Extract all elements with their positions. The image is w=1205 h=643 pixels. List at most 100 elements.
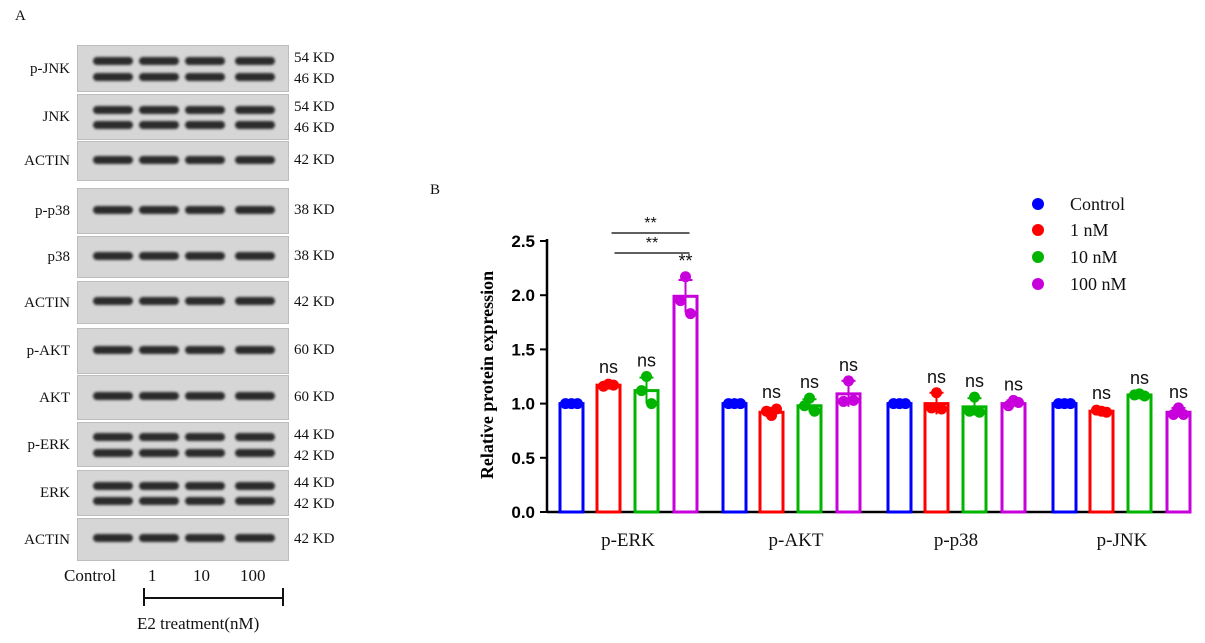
- data-point: [936, 403, 947, 415]
- data-point: [761, 405, 772, 417]
- data-point: [843, 375, 854, 387]
- blot-image: [77, 470, 289, 516]
- legend-marker-icon: [1032, 224, 1044, 236]
- significance-label: ns: [762, 382, 781, 402]
- blot-band: [93, 433, 133, 442]
- blot-band: [93, 205, 133, 214]
- bar: [758, 410, 785, 514]
- data-point: [1065, 398, 1076, 410]
- blot-band: [235, 481, 275, 490]
- bar: [1165, 410, 1192, 514]
- blot-band: [235, 392, 275, 401]
- blot-label: AKT: [39, 389, 70, 406]
- blot-band: [139, 251, 179, 260]
- data-point: [1129, 389, 1140, 401]
- data-point: [848, 394, 859, 406]
- blot-label: p-p38: [35, 203, 70, 219]
- blot-label: JNK: [42, 109, 70, 125]
- blot-band: [235, 297, 275, 306]
- blot-band: [93, 448, 133, 457]
- legend-marker-icon: [1032, 251, 1044, 263]
- blot-image: [77, 141, 289, 181]
- legend-label: 1 nM: [1070, 219, 1109, 240]
- y-tick-label: 1.5: [511, 340, 535, 359]
- blot-label: p-JNK: [30, 60, 70, 77]
- bar: [835, 392, 862, 514]
- blot-band: [235, 433, 275, 442]
- panel-a-letter: A: [15, 8, 26, 24]
- molecular-weight-label: 42 KD: [294, 495, 335, 512]
- bar: [633, 389, 660, 514]
- blot-band: [235, 251, 275, 260]
- blot-band: [139, 345, 179, 354]
- legend-label: Control: [1070, 193, 1126, 214]
- blot-label: ACTIN: [24, 531, 70, 548]
- blot-image: [77, 328, 289, 374]
- blot-label: p38: [47, 249, 71, 265]
- molecular-weight-label: 60 KD: [294, 388, 335, 405]
- blot-band: [235, 534, 275, 543]
- blot-label: ACTIN: [24, 153, 70, 169]
- data-point: [680, 271, 691, 283]
- bar: [595, 383, 622, 514]
- legend-marker-icon: [1032, 278, 1044, 290]
- blot-band: [139, 156, 179, 164]
- y-tick-label: 2.0: [511, 286, 535, 305]
- bar: [961, 405, 988, 514]
- bar: [672, 294, 699, 514]
- x-tick-label: p-ERK: [601, 530, 655, 551]
- blot-band: [93, 497, 133, 506]
- blot-band: [185, 156, 225, 164]
- blot-image: [77, 281, 289, 324]
- lane-label-1nm: 1: [148, 566, 157, 585]
- blot-band: [185, 121, 225, 130]
- blot-band: [185, 73, 225, 82]
- legend-item-100nm: 100 nM: [1032, 273, 1127, 295]
- data-point: [685, 308, 696, 320]
- data-point: [675, 295, 686, 307]
- bar: [558, 402, 585, 514]
- treatment-bracket-left: [143, 588, 145, 606]
- blot-band: [93, 297, 133, 306]
- bar: [1088, 409, 1115, 514]
- data-point: [608, 379, 619, 391]
- blot-band: [235, 205, 275, 214]
- blot-band: [235, 57, 275, 66]
- blot-band: [235, 121, 275, 130]
- bar: [1000, 402, 1027, 514]
- molecular-weight-label: 54 KD: [294, 50, 335, 67]
- blot-image: [77, 236, 289, 278]
- blot-band: [139, 497, 179, 506]
- legend-item-control: Control: [1032, 193, 1125, 215]
- blot-band: [185, 392, 225, 401]
- data-point: [1013, 397, 1024, 409]
- blot-band: [93, 121, 133, 130]
- blot-band: [93, 481, 133, 490]
- legend-label: 100 nM: [1070, 273, 1127, 294]
- data-point: [1168, 408, 1179, 420]
- data-point: [1139, 390, 1150, 402]
- bar: [886, 402, 913, 514]
- blot-image: [77, 45, 289, 92]
- blot-image: [77, 518, 289, 561]
- treatment-bracket: [144, 597, 284, 599]
- blot-image: [77, 422, 289, 467]
- x-tick-label: p-AKT: [769, 530, 824, 551]
- blot-label: p-ERK: [27, 436, 71, 453]
- blot-band: [235, 497, 275, 506]
- data-point: [799, 400, 810, 412]
- lane-label-10nm: 10: [193, 566, 210, 585]
- data-point: [1101, 406, 1112, 418]
- blot-band: [185, 481, 225, 490]
- significance-label: ns: [800, 372, 819, 392]
- molecular-weight-label: 42 KD: [294, 293, 335, 310]
- blot-band: [139, 73, 179, 82]
- significance-bracket-label: **: [646, 235, 658, 252]
- blot-band: [139, 392, 179, 401]
- significance-bracket-label: **: [644, 215, 656, 232]
- data-point: [598, 380, 609, 392]
- blot-band: [139, 448, 179, 457]
- data-point: [809, 405, 820, 417]
- data-point: [1178, 408, 1189, 420]
- significance-label: ns: [927, 367, 946, 387]
